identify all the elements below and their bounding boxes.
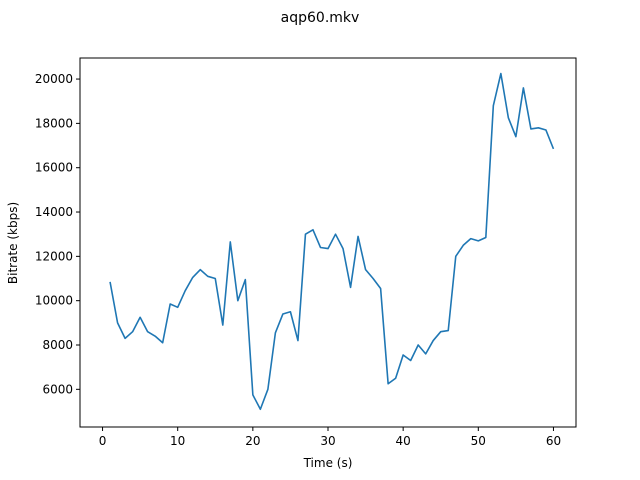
y-tick-label: 12000	[35, 249, 73, 263]
y-tick-label: 16000	[35, 161, 73, 175]
y-tick-label: 20000	[35, 72, 73, 86]
y-tick-label: 8000	[42, 338, 73, 352]
plot-area-frame	[79, 57, 577, 428]
x-tick-label: 0	[99, 434, 107, 448]
x-tick-label: 10	[170, 434, 185, 448]
x-tick-label: 20	[245, 434, 260, 448]
x-tick-label: 30	[320, 434, 335, 448]
y-tick-label: 14000	[35, 205, 73, 219]
y-axis: 6000 8000 10000 12000 14000 16000 18000 20000	[35, 72, 80, 396]
x-axis: 0 10 20 30 40 50 60	[99, 427, 561, 448]
bitrate-series-line	[109, 72, 555, 411]
x-tick-label: 60	[546, 434, 561, 448]
chart-title: aqp60.mkv	[281, 10, 360, 26]
y-axis-label: Bitrate (kbps)	[6, 202, 20, 284]
x-axis-label: Time (s)	[303, 456, 353, 470]
y-tick-label: 10000	[35, 294, 73, 308]
y-tick-label: 18000	[35, 116, 73, 130]
x-tick-label: 40	[396, 434, 411, 448]
x-tick-label: 50	[471, 434, 486, 448]
y-tick-label: 6000	[42, 382, 73, 396]
